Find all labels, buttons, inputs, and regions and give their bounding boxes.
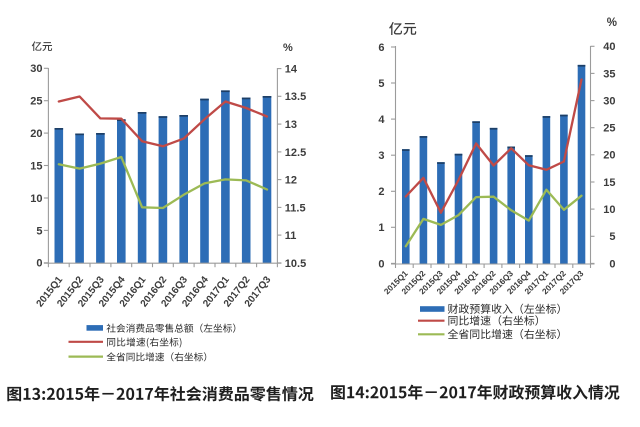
svg-text:20: 20 (30, 128, 42, 140)
svg-text:4: 4 (378, 114, 385, 126)
svg-text:5: 5 (378, 78, 384, 90)
svg-text:15: 15 (30, 160, 42, 172)
svg-text:0: 0 (36, 258, 42, 270)
svg-text:12: 12 (285, 175, 297, 187)
svg-text:15: 15 (603, 177, 615, 189)
svg-text:11: 11 (285, 230, 297, 242)
svg-text:30: 30 (30, 63, 42, 75)
svg-text:5: 5 (36, 225, 42, 237)
svg-text:14: 14 (285, 64, 298, 76)
svg-text:10: 10 (603, 204, 615, 216)
svg-text:2: 2 (378, 186, 384, 198)
svg-text:12.5: 12.5 (285, 147, 306, 159)
svg-text:0: 0 (609, 258, 615, 270)
svg-text:10: 10 (30, 193, 42, 205)
svg-text:1: 1 (378, 222, 384, 234)
svg-text:13.5: 13.5 (285, 91, 306, 103)
svg-text:%: % (283, 42, 293, 54)
svg-text:3: 3 (378, 150, 384, 162)
svg-text:30: 30 (603, 96, 615, 108)
svg-text:40: 40 (603, 41, 615, 53)
svg-text:10.5: 10.5 (285, 258, 306, 270)
svg-text:20: 20 (603, 150, 615, 162)
svg-text:11.5: 11.5 (285, 202, 306, 214)
svg-text:13: 13 (285, 119, 297, 131)
svg-text:6: 6 (378, 42, 384, 54)
svg-text:25: 25 (603, 123, 615, 135)
svg-text:0: 0 (378, 258, 384, 270)
svg-text:%: % (607, 17, 617, 29)
svg-text:35: 35 (603, 68, 615, 80)
svg-text:5: 5 (609, 231, 615, 243)
svg-text:25: 25 (30, 96, 42, 108)
